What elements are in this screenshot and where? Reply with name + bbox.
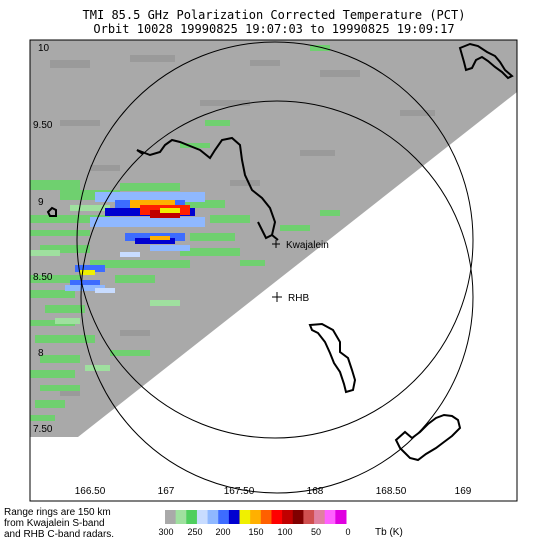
colorbar-swatch xyxy=(239,510,251,524)
site-label-rhb: RHB xyxy=(288,293,309,304)
coastlines xyxy=(46,42,514,462)
colorbar-tick-label: 100 xyxy=(277,527,292,537)
lat-label: 9 xyxy=(38,197,44,208)
range-ring-note-line1: Range rings are 150 km xyxy=(4,507,111,518)
range-ring-note-line2: from Kwajalein S-band xyxy=(4,518,105,529)
colorbar-swatch xyxy=(282,510,294,524)
lat-label: 7.50 xyxy=(33,424,53,435)
colorbar-swatch xyxy=(207,510,219,524)
colorbar-tick-label: 0 xyxy=(345,527,350,537)
light-green-patches xyxy=(30,205,180,371)
colorbar-swatch xyxy=(228,510,241,524)
lon-label: 168.50 xyxy=(376,486,407,497)
colorbar-swatch xyxy=(292,510,304,524)
colorbar-swatch xyxy=(196,510,209,524)
green-patches xyxy=(30,45,340,421)
colorbar-unit-label: Tb (K) xyxy=(375,527,403,538)
map-subtitle: Orbit 10028 19990825 19:07:03 to 1999082… xyxy=(93,22,455,36)
colorbar xyxy=(165,510,347,524)
lat-label: 8 xyxy=(38,348,44,359)
lon-label: 169 xyxy=(455,486,472,497)
swath-texture xyxy=(50,55,435,396)
colorbar-tick-label: 150 xyxy=(248,527,263,537)
lon-label: 166.50 xyxy=(75,486,106,497)
lon-label: 167.50 xyxy=(224,486,255,497)
colorbar-swatch xyxy=(186,510,198,524)
site-label-kwajalein: Kwajalein xyxy=(286,240,329,251)
lon-label: 168 xyxy=(307,486,324,497)
colorbar-tick-label: 50 xyxy=(311,527,321,537)
colorbar-swatch xyxy=(314,510,326,524)
colorbar-swatch xyxy=(165,510,177,524)
colorbar-swatch xyxy=(271,510,283,524)
colorbar-swatch xyxy=(303,510,315,524)
colorbar-tick-label: 300 xyxy=(158,527,173,537)
colorbar-swatch xyxy=(175,510,187,524)
lat-label: 8.50 xyxy=(33,272,53,283)
storm-core xyxy=(65,192,205,293)
colorbar-swatch xyxy=(335,510,347,524)
site-marker-kwajalein xyxy=(272,240,280,248)
site-marker-rhb xyxy=(272,292,282,302)
lat-label: 9.50 xyxy=(33,120,53,131)
colorbar-swatch xyxy=(260,510,272,524)
colorbar-swatch xyxy=(218,510,230,524)
map-title: TMI 85.5 GHz Polarization Corrected Temp… xyxy=(82,8,466,22)
lon-label: 167 xyxy=(158,486,175,497)
plot-frame xyxy=(29,39,518,502)
tmi-swath xyxy=(30,40,517,437)
range-ring-note-line3: and RHB C-band radars. xyxy=(4,529,115,540)
colorbar-swatch xyxy=(324,510,336,524)
range-ring-kwajalein xyxy=(76,41,474,439)
range-ring-rhb xyxy=(80,100,474,494)
colorbar-swatch xyxy=(250,510,262,524)
colorbar-tick-label: 250 xyxy=(187,527,202,537)
colorbar-tick-label: 200 xyxy=(215,527,230,537)
lat-label: 10 xyxy=(38,43,50,54)
